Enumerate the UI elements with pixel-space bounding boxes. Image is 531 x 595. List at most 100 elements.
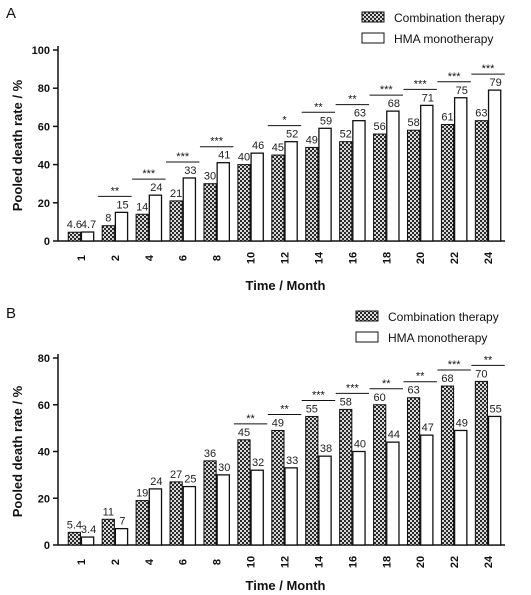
data-label-combination: 11 (103, 506, 114, 518)
x-tick-label: 8 (212, 559, 224, 565)
bar-combination (474, 120, 489, 242)
bar-combination (440, 385, 455, 546)
data-label-monotherapy: 41 (218, 150, 230, 162)
x-tick-label: 14 (313, 555, 325, 568)
bar-combination (373, 133, 387, 242)
bar-combination (135, 500, 149, 546)
data-label-combination: 21 (170, 188, 182, 200)
data-label-monotherapy: 79 (490, 77, 502, 89)
data-label-combination: 8 (105, 213, 111, 225)
bar-monotherapy (420, 104, 434, 242)
legend-label: Combination therapy (394, 11, 505, 25)
y-tick-label: 60 (38, 400, 50, 412)
bar-combination (169, 200, 183, 242)
data-label-combination: 63 (407, 385, 419, 397)
data-label-combination: 45 (238, 427, 250, 439)
data-label-monotherapy: 15 (116, 199, 128, 211)
y-axis-title: Pooled death rate / % (10, 385, 25, 517)
data-label-monotherapy: 55 (490, 403, 502, 415)
chart-panel-A: A Combination therapy HMA monotherapy 0 20 40… (6, 5, 505, 293)
significance-marker: *** (380, 84, 394, 96)
x-tick-label: 8 (212, 255, 224, 261)
data-label-monotherapy: 59 (320, 115, 332, 127)
legend-swatch-monotherapy (355, 331, 379, 343)
significance-marker: *** (176, 151, 190, 163)
bar-combination (373, 404, 387, 546)
data-label-combination: 36 (204, 448, 216, 460)
bar-combination (203, 183, 217, 242)
data-label-monotherapy: 4.7 (81, 219, 96, 231)
y-tick-label: 80 (38, 83, 50, 95)
data-label-combination: 5.4 (67, 519, 82, 531)
data-label-monotherapy: 68 (388, 98, 400, 110)
y-tick-label: 20 (38, 198, 50, 210)
bar-monotherapy (182, 177, 197, 242)
x-tick-label: 22 (449, 556, 461, 568)
x-tick-label: 6 (178, 255, 190, 261)
data-label-combination: 30 (204, 171, 216, 183)
x-tick-label: 24 (483, 251, 495, 264)
y-tick-label: 40 (38, 447, 50, 459)
bar-combination (67, 531, 81, 546)
bar-monotherapy (148, 488, 163, 546)
x-axis-title: Time / Month (246, 278, 326, 293)
data-label-monotherapy: 24 (150, 476, 162, 488)
significance-marker: * (282, 115, 287, 127)
legend-swatch-combination (361, 11, 385, 23)
data-label-monotherapy: 46 (252, 140, 264, 152)
panel-label: A (6, 5, 16, 22)
y-tick-label: 0 (44, 540, 50, 552)
bar-monotherapy (453, 429, 468, 546)
data-label-combination: 58 (407, 117, 419, 129)
significance-marker: ** (280, 403, 289, 415)
data-label-monotherapy: 32 (252, 457, 264, 469)
bar-monotherapy (386, 441, 400, 546)
y-tick-label: 20 (38, 493, 50, 505)
data-label-monotherapy: 25 (184, 474, 196, 486)
chart-panels: A Combination therapy HMA monotherapy 0 20 40… (6, 5, 505, 593)
x-tick-label: 16 (347, 556, 359, 568)
bar-monotherapy (352, 120, 366, 242)
y-tick-label: 100 (32, 45, 50, 57)
x-tick-label: 1 (76, 559, 88, 565)
y-tick-label: 80 (38, 353, 50, 365)
significance-marker: ** (416, 371, 425, 383)
bar-monotherapy (216, 162, 231, 242)
bar-monotherapy (114, 211, 129, 242)
data-label-combination: 60 (374, 392, 386, 404)
bar-combination (237, 439, 251, 546)
data-label-combination: 58 (340, 396, 352, 408)
bar-combination (271, 429, 285, 546)
bar-monotherapy (487, 89, 502, 242)
bar-combination (339, 141, 353, 242)
bar-combination (339, 408, 353, 546)
significance-marker: *** (210, 136, 224, 148)
y-tick-label: 0 (44, 236, 50, 248)
data-label-monotherapy: 49 (456, 417, 468, 429)
bar-combination (406, 397, 421, 546)
x-tick-label: 20 (415, 556, 427, 568)
data-label-monotherapy: 33 (184, 165, 196, 177)
bar-combination (169, 481, 183, 546)
data-label-combination: 56 (374, 121, 386, 133)
bar-monotherapy (148, 194, 163, 242)
data-label-combination: 14 (136, 201, 148, 213)
significance-marker: *** (346, 382, 360, 394)
x-tick-label: 6 (178, 559, 190, 565)
bar-monotherapy (80, 536, 95, 546)
x-tick-label: 22 (449, 252, 461, 264)
bar-monotherapy (216, 474, 231, 546)
data-label-combination: 61 (441, 111, 453, 123)
significance-marker: ** (382, 378, 391, 390)
bar-monotherapy (80, 231, 95, 242)
x-tick-label: 16 (347, 252, 359, 264)
bar-combination (135, 213, 149, 242)
data-label-combination: 70 (475, 368, 487, 380)
significance-marker: ** (111, 185, 120, 197)
x-tick-label: 20 (415, 252, 427, 264)
bar-monotherapy (284, 467, 298, 546)
significance-marker: ** (484, 354, 493, 366)
data-label-monotherapy: 52 (286, 129, 298, 141)
legend-label: HMA monotherapy (394, 32, 493, 46)
